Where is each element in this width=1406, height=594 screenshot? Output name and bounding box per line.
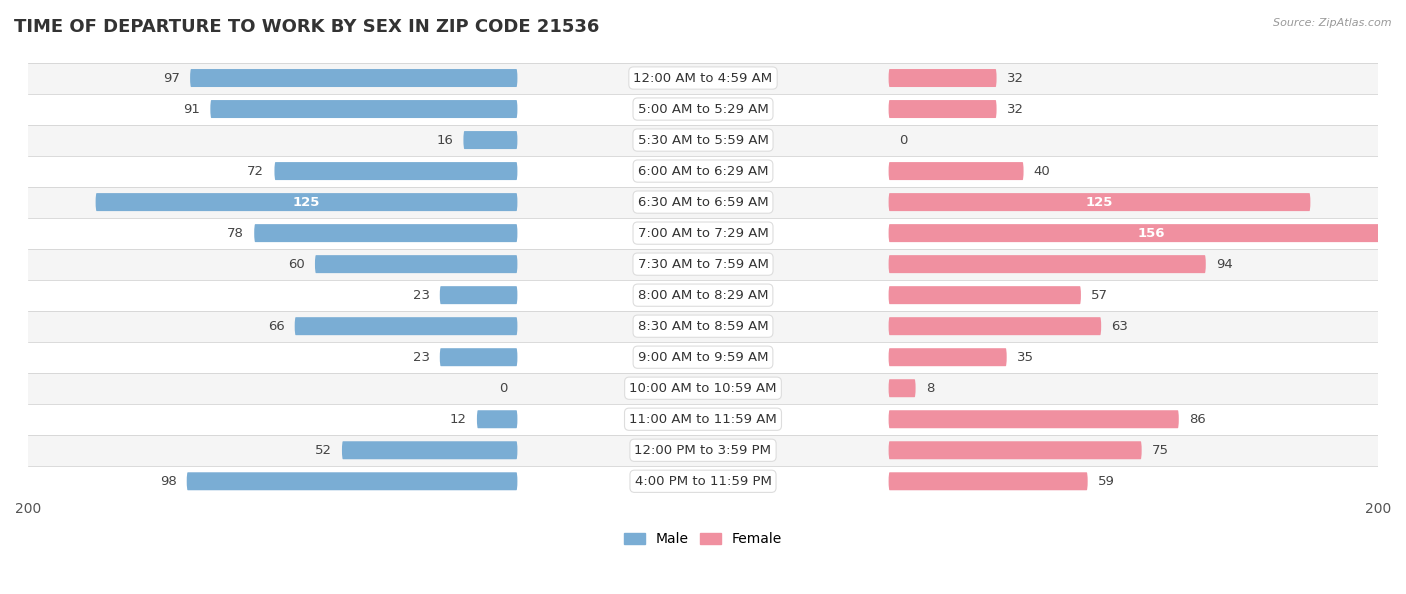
Text: 72: 72 <box>247 165 264 178</box>
Bar <box>28 280 1378 311</box>
Text: 97: 97 <box>163 71 180 84</box>
FancyBboxPatch shape <box>889 317 1101 335</box>
Text: 11:00 AM to 11:59 AM: 11:00 AM to 11:59 AM <box>628 413 778 426</box>
FancyBboxPatch shape <box>440 286 517 304</box>
Bar <box>28 435 1378 466</box>
Text: 12:00 PM to 3:59 PM: 12:00 PM to 3:59 PM <box>634 444 772 457</box>
Text: TIME OF DEPARTURE TO WORK BY SEX IN ZIP CODE 21536: TIME OF DEPARTURE TO WORK BY SEX IN ZIP … <box>14 18 599 36</box>
Text: 125: 125 <box>1085 195 1114 208</box>
FancyBboxPatch shape <box>342 441 517 459</box>
Legend: Male, Female: Male, Female <box>624 532 782 546</box>
Text: 94: 94 <box>1216 258 1233 271</box>
Bar <box>28 156 1378 187</box>
Text: 98: 98 <box>160 475 177 488</box>
Text: 59: 59 <box>1098 475 1115 488</box>
Text: 8: 8 <box>925 382 934 395</box>
Text: 78: 78 <box>228 227 245 239</box>
Text: 32: 32 <box>1007 103 1024 116</box>
Text: 5:00 AM to 5:29 AM: 5:00 AM to 5:29 AM <box>638 103 768 116</box>
FancyBboxPatch shape <box>440 348 517 366</box>
Text: 91: 91 <box>183 103 200 116</box>
FancyBboxPatch shape <box>190 69 517 87</box>
Bar <box>28 311 1378 342</box>
Text: 40: 40 <box>1033 165 1050 178</box>
Bar <box>28 372 1378 404</box>
Bar <box>28 187 1378 217</box>
Bar <box>28 466 1378 497</box>
Text: 52: 52 <box>315 444 332 457</box>
Text: 10:00 AM to 10:59 AM: 10:00 AM to 10:59 AM <box>630 382 776 395</box>
Text: 6:00 AM to 6:29 AM: 6:00 AM to 6:29 AM <box>638 165 768 178</box>
Text: 5:30 AM to 5:59 AM: 5:30 AM to 5:59 AM <box>637 134 769 147</box>
Text: 0: 0 <box>898 134 907 147</box>
FancyBboxPatch shape <box>889 348 1007 366</box>
FancyBboxPatch shape <box>889 410 1178 428</box>
FancyBboxPatch shape <box>889 162 1024 180</box>
Text: 32: 32 <box>1007 71 1024 84</box>
Text: 86: 86 <box>1189 413 1206 426</box>
FancyBboxPatch shape <box>889 100 997 118</box>
Text: 23: 23 <box>413 350 430 364</box>
FancyBboxPatch shape <box>889 224 1406 242</box>
Text: 60: 60 <box>288 258 305 271</box>
Text: 7:00 AM to 7:29 AM: 7:00 AM to 7:29 AM <box>638 227 768 239</box>
Text: Source: ZipAtlas.com: Source: ZipAtlas.com <box>1274 18 1392 28</box>
Text: 6:30 AM to 6:59 AM: 6:30 AM to 6:59 AM <box>638 195 768 208</box>
Text: 12: 12 <box>450 413 467 426</box>
Bar <box>28 62 1378 93</box>
FancyBboxPatch shape <box>187 472 517 490</box>
FancyBboxPatch shape <box>889 472 1088 490</box>
Text: 0: 0 <box>499 382 508 395</box>
Bar <box>28 249 1378 280</box>
Text: 12:00 AM to 4:59 AM: 12:00 AM to 4:59 AM <box>634 71 772 84</box>
Text: 9:00 AM to 9:59 AM: 9:00 AM to 9:59 AM <box>638 350 768 364</box>
FancyBboxPatch shape <box>295 317 517 335</box>
FancyBboxPatch shape <box>464 131 517 149</box>
Text: 75: 75 <box>1152 444 1168 457</box>
Bar <box>28 404 1378 435</box>
Text: 4:00 PM to 11:59 PM: 4:00 PM to 11:59 PM <box>634 475 772 488</box>
FancyBboxPatch shape <box>889 379 915 397</box>
Bar <box>28 125 1378 156</box>
Text: 23: 23 <box>413 289 430 302</box>
Text: 125: 125 <box>292 195 321 208</box>
FancyBboxPatch shape <box>889 255 1206 273</box>
FancyBboxPatch shape <box>889 441 1142 459</box>
FancyBboxPatch shape <box>274 162 517 180</box>
FancyBboxPatch shape <box>315 255 517 273</box>
Bar <box>28 93 1378 125</box>
Text: 8:00 AM to 8:29 AM: 8:00 AM to 8:29 AM <box>638 289 768 302</box>
Text: 35: 35 <box>1017 350 1033 364</box>
FancyBboxPatch shape <box>477 410 517 428</box>
Text: 16: 16 <box>436 134 453 147</box>
Text: 156: 156 <box>1137 227 1166 239</box>
Bar <box>28 217 1378 249</box>
Text: 57: 57 <box>1091 289 1108 302</box>
FancyBboxPatch shape <box>889 69 997 87</box>
FancyBboxPatch shape <box>889 286 1081 304</box>
FancyBboxPatch shape <box>889 193 1310 211</box>
FancyBboxPatch shape <box>211 100 517 118</box>
Text: 66: 66 <box>267 320 284 333</box>
Bar <box>28 342 1378 372</box>
FancyBboxPatch shape <box>254 224 517 242</box>
Text: 63: 63 <box>1111 320 1128 333</box>
Text: 7:30 AM to 7:59 AM: 7:30 AM to 7:59 AM <box>637 258 769 271</box>
FancyBboxPatch shape <box>96 193 517 211</box>
Text: 8:30 AM to 8:59 AM: 8:30 AM to 8:59 AM <box>638 320 768 333</box>
